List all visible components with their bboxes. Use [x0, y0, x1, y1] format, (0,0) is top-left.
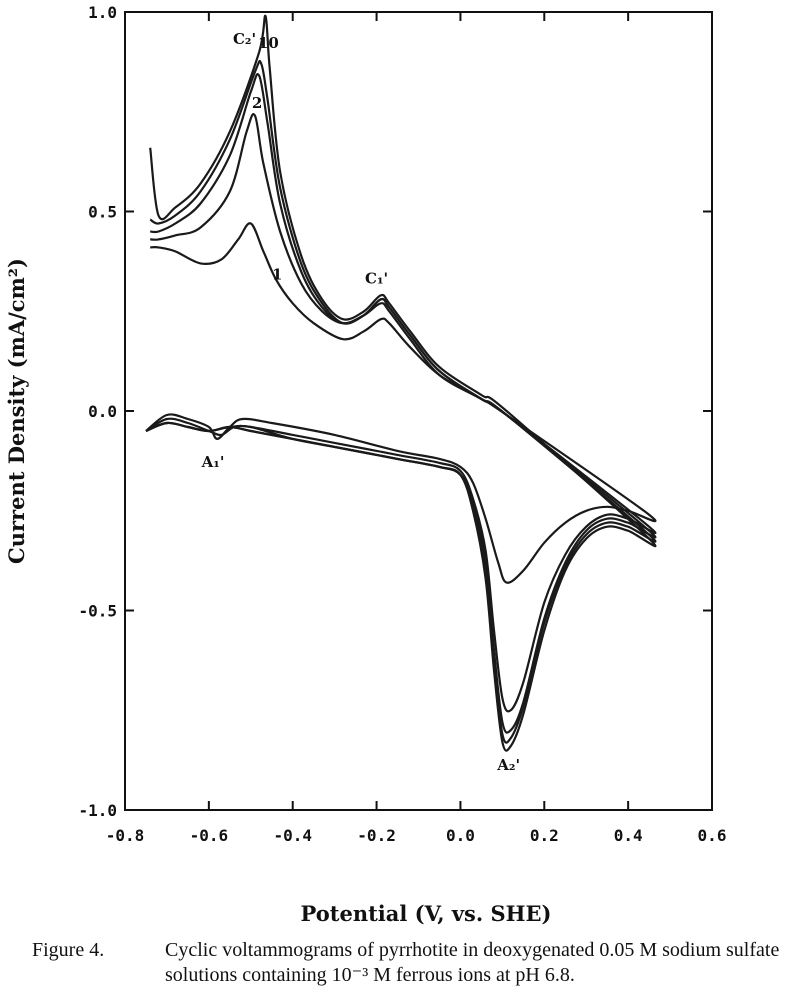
annotation-label: 2: [252, 94, 262, 112]
y-axis-ticks: -1.0 -0.5 0.0 0.5 1.0: [78, 3, 712, 820]
curves: [145, 14, 657, 752]
x-tick-label: 0.6: [698, 826, 727, 845]
plot-frame: [124, 11, 713, 811]
annotation-label: 10: [258, 34, 279, 52]
y-tick-label: 0.0: [88, 402, 117, 421]
annotation-label: A₂': [496, 756, 520, 774]
peak-annotations: C₂' 10 2 1 C₁' A₁' A₂': [201, 30, 520, 774]
cv-curve-cycle-10: [145, 14, 657, 752]
x-tick-label: -0.8: [106, 826, 145, 845]
y-tick-label: -0.5: [78, 602, 117, 621]
y-tick-label: -1.0: [78, 801, 117, 820]
x-tick-label: 0.4: [614, 826, 643, 845]
x-axis-title: Potential (V, vs. SHE): [301, 901, 552, 926]
annotation-label: C₁': [365, 269, 388, 287]
x-tick-label: 0.2: [530, 826, 559, 845]
caption-text: Cyclic voltammograms of pyrrhotite in de…: [165, 939, 780, 986]
x-tick-label: -0.4: [273, 826, 312, 845]
x-tick-label: -0.6: [190, 826, 229, 845]
cv-curve-cycle-5: [145, 59, 657, 744]
caption-label: Figure 4.: [32, 939, 105, 961]
cv-curve-cycle-3: [145, 73, 657, 734]
annotation-label: C₂': [233, 30, 256, 48]
annotation-label: 1: [272, 265, 282, 283]
x-tick-label: -0.2: [357, 826, 396, 845]
annotation-label: A₁': [201, 453, 225, 471]
plot-border: [124, 11, 713, 811]
x-axis-ticks: -0.8 -0.6 -0.4 -0.2 0.0 0.2 0.4 0.6: [106, 12, 727, 845]
cv-curve-cycle-1: [145, 222, 657, 584]
y-tick-label: 0.5: [88, 203, 117, 222]
y-axis-title: Current Density (mA/cm²): [4, 258, 29, 564]
x-tick-label: 0.0: [446, 826, 475, 845]
y-tick-label: 1.0: [88, 3, 117, 22]
cv-curve-cycle-2: [145, 113, 657, 713]
